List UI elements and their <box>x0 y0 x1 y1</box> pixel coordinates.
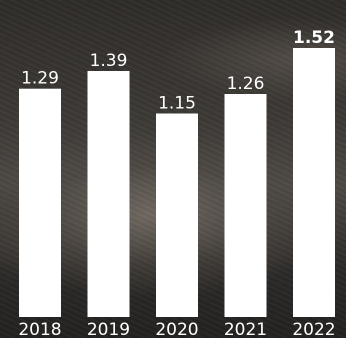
category-label-2021: 2021 <box>224 320 267 338</box>
category-label-2022: 2022 <box>292 320 335 338</box>
category-label-2019: 2019 <box>87 320 130 338</box>
bar-2022 <box>293 48 335 317</box>
bars-group <box>19 48 335 317</box>
category-label-2020: 2020 <box>155 320 198 338</box>
bar-2019 <box>87 71 130 317</box>
bar-2020 <box>156 113 198 317</box>
value-label-2019: 1.39 <box>90 51 128 71</box>
bar-2021 <box>224 94 267 317</box>
value-label-2022: 1.52 <box>293 28 335 48</box>
category-labels-group: 2018 2019 2020 2021 2022 <box>18 320 335 338</box>
value-label-2020: 1.15 <box>158 94 196 114</box>
value-labels-group: 1.29 1.39 1.15 1.26 1.52 <box>21 28 335 114</box>
value-label-2018: 1.29 <box>21 69 59 89</box>
category-label-2018: 2018 <box>18 320 61 338</box>
value-label-2021: 1.26 <box>227 74 265 94</box>
bar-2018 <box>19 88 61 317</box>
